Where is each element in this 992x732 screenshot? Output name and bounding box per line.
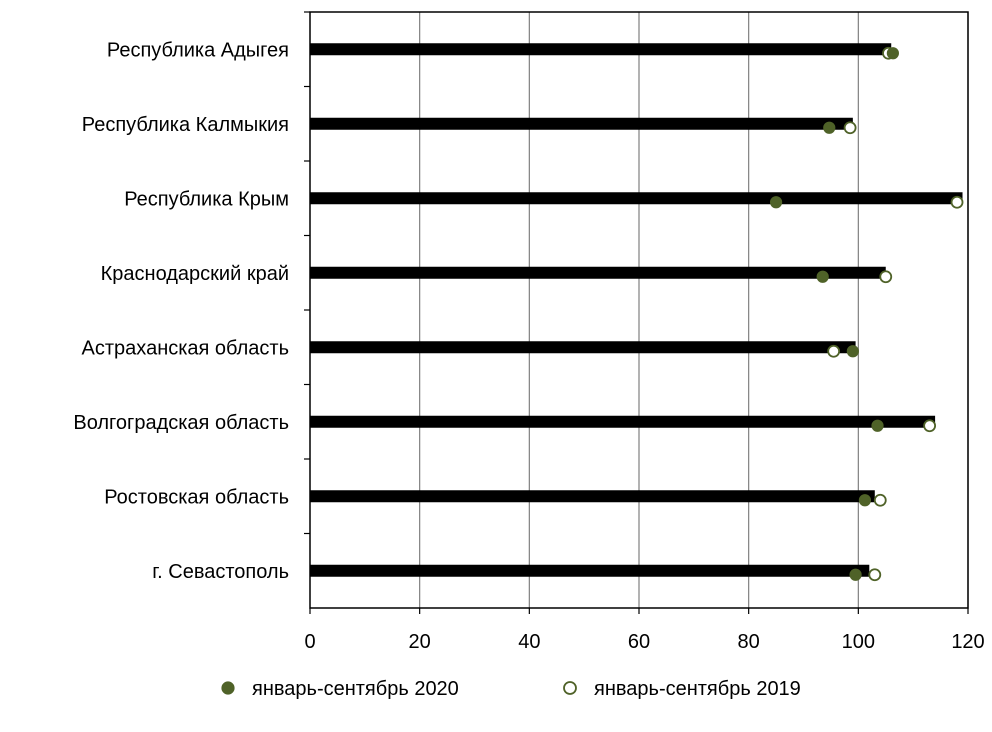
x-tick-label: 0 [304, 631, 315, 653]
category-label: Астраханская область [82, 337, 289, 359]
legend-marker-2020 [221, 681, 235, 695]
category-label: г. Севастополь [152, 561, 289, 583]
category-label: Республика Адыгея [107, 39, 289, 61]
bars [310, 43, 963, 577]
bar [310, 564, 870, 577]
marker-2019 [868, 568, 882, 582]
marker-2020 [823, 121, 836, 134]
marker-2020 [816, 270, 829, 283]
x-tick-label: 60 [628, 631, 650, 653]
x-tick-label: 40 [518, 631, 540, 653]
x-tick-label: 80 [738, 631, 760, 653]
marker-2019 [923, 419, 937, 433]
bar [310, 117, 853, 130]
marker-2019 [873, 493, 887, 507]
marker-2020 [858, 494, 872, 507]
bar [310, 341, 856, 354]
x-tick-label: 120 [951, 631, 984, 653]
marker-2019 [827, 344, 841, 358]
markers [769, 46, 964, 582]
bar [310, 43, 892, 56]
category-label: Ростовская область [104, 486, 289, 508]
category-label: Волгоградская область [73, 412, 289, 434]
marker-2020 [846, 345, 859, 358]
bar [310, 415, 936, 428]
legend-label: январь-сентябрь 2019 [594, 678, 801, 700]
legend: январь-сентябрь 2020 январь-сентябрь 2019 [221, 678, 801, 700]
bar [310, 192, 963, 205]
x-tick-label: 100 [842, 631, 875, 653]
marker-2019 [950, 195, 964, 209]
x-tick-label: 20 [409, 631, 431, 653]
category-labels: Республика Адыгея Республика Калмыкия Респ… [73, 39, 289, 583]
axes: 0 20 40 60 80 100 120 [304, 11, 985, 653]
marker-2020 [769, 196, 783, 209]
legend-marker-2019 [563, 681, 577, 695]
category-label: Республика Калмыкия [82, 114, 289, 136]
category-label: Краснодарский край [101, 263, 289, 285]
legend-label: январь-сентябрь 2020 [252, 678, 459, 700]
bar [310, 266, 886, 279]
marker-2020 [871, 419, 884, 432]
marker-2019 [879, 270, 893, 284]
marker-2020 [886, 47, 899, 60]
marker-2019 [843, 121, 857, 135]
bar [310, 490, 875, 503]
marker-2020 [849, 568, 862, 581]
category-label: Республика Крым [124, 188, 289, 210]
